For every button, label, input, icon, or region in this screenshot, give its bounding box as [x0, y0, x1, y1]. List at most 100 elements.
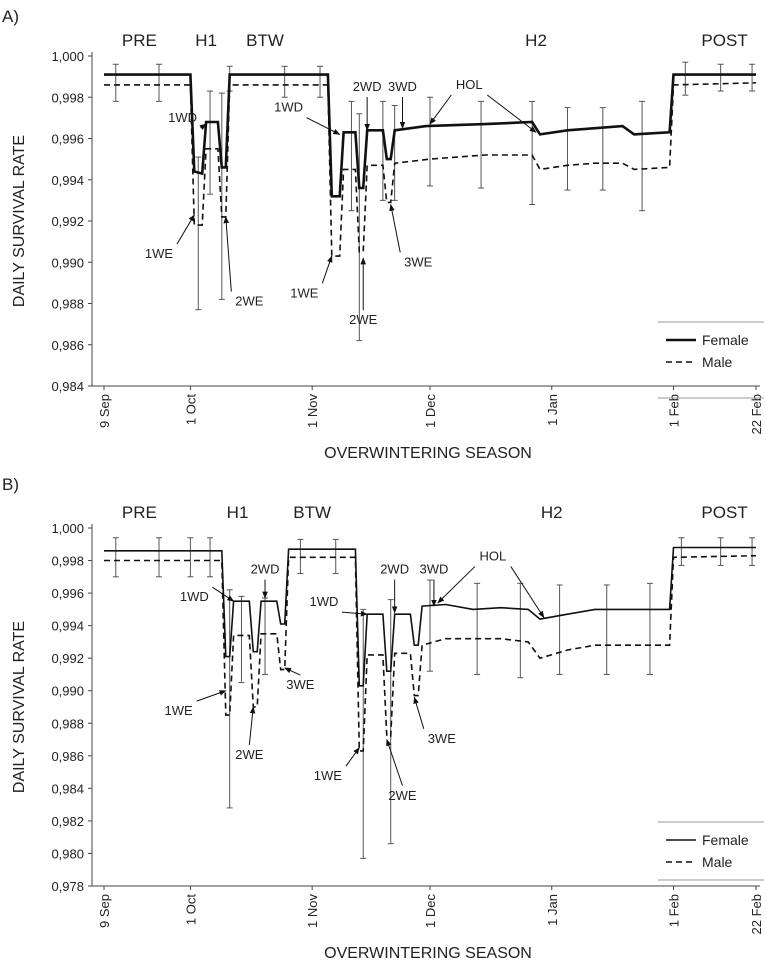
annotation-arrow [437, 566, 476, 604]
y-tick-label: 0,986 [51, 749, 84, 764]
y-tick-label: 0,994 [51, 619, 84, 634]
annotation-arrow [284, 667, 301, 676]
legend-entry: Male [702, 854, 733, 870]
annotation-arrow [212, 586, 235, 602]
x-tick-label: 1 Jan [545, 894, 560, 926]
chart-panel: A) 0,984 0,986 0,988 0,990 0,992 0,994 0,996 0,9… [2, 7, 764, 462]
annotation-label: 1WD [274, 100, 303, 115]
annotation-label: 3WE [286, 677, 315, 692]
annotation-label: 2WD [380, 562, 409, 577]
legend-entry: Female [702, 832, 749, 848]
x-tick-label: 9 Sep [97, 894, 112, 928]
y-tick-label: 0,980 [51, 846, 84, 861]
x-tick-label: 1 Jan [545, 394, 560, 426]
y-tick-label: 1,000 [51, 49, 84, 64]
annotation-arrow [413, 696, 425, 729]
period-label: H1 [227, 503, 249, 522]
annotation-label: 2WE [235, 747, 264, 762]
y-tick-label: 0,990 [51, 684, 84, 699]
y-tick-label: 0,984 [51, 781, 84, 796]
x-tick-label: 1 Oct [183, 894, 198, 925]
y-tick-label: 0,988 [51, 716, 84, 731]
x-tick-label: 1 Dec [423, 894, 438, 928]
annotation-arrow [223, 216, 232, 292]
annotation-label: HOL [456, 77, 483, 92]
annotation-arrow [199, 123, 207, 130]
y-tick-label: 0,988 [51, 297, 84, 312]
y-tick-label: 0,978 [51, 879, 84, 894]
annotation-arrow [176, 214, 195, 245]
annotation-label: 3WE [404, 254, 433, 269]
x-tick-label: 22 Feb [749, 894, 764, 934]
annotation-arrow [341, 610, 368, 617]
annotation-arrow [486, 94, 537, 133]
panel-label: B) [2, 475, 19, 494]
y-tick-label: 0,984 [51, 379, 84, 394]
x-axis-title: OVERWINTERING SEASON [324, 945, 532, 962]
annotation-label: 1WE [290, 285, 319, 300]
annotation-label: 2WE [235, 294, 264, 309]
annotation-arrow [429, 94, 452, 125]
period-label: H2 [541, 503, 563, 522]
y-axis-title: DAILY SURVIVAL RATE [11, 135, 28, 307]
y-tick-label: 0,998 [51, 90, 84, 105]
y-tick-label: 1,000 [51, 521, 84, 536]
annotation-label: 2WE [349, 312, 378, 327]
legend-entry: Female [702, 332, 749, 348]
period-label: POST [701, 31, 747, 50]
legend-entry: Male [702, 354, 733, 370]
series-line-female [104, 546, 756, 687]
x-tick-label: 22 Feb [749, 394, 764, 434]
y-tick-label: 0,996 [51, 132, 84, 147]
y-axis-title: DAILY SURVIVAL RATE [11, 621, 28, 793]
annotation-arrow [510, 566, 545, 619]
annotation-arrow [196, 690, 227, 702]
x-tick-label: 1 Nov [305, 894, 320, 928]
x-tick-label: 1 Feb [667, 894, 682, 927]
annotation-label: 2WD [251, 562, 280, 577]
annotation-label: 1WE [165, 703, 194, 718]
annotation-arrow [345, 747, 360, 767]
annotation-label: 3WD [419, 562, 448, 577]
x-tick-label: 1 Feb [667, 394, 682, 427]
y-tick-label: 0,996 [51, 586, 84, 601]
annotation-label: 1WD [180, 589, 209, 604]
period-label: H1 [195, 31, 217, 50]
period-label: H2 [525, 31, 547, 50]
y-tick-label: 0,982 [51, 814, 84, 829]
annotation-label: 3WE [428, 731, 457, 746]
annotation-label: 1WE [145, 246, 174, 261]
period-label: POST [701, 503, 747, 522]
annotation-label: HOL [479, 549, 506, 564]
x-tick-label: 1 Oct [183, 394, 198, 425]
x-tick-label: 1 Dec [423, 394, 438, 428]
x-tick-label: 1 Nov [305, 394, 320, 428]
annotation-label: 1WE [314, 768, 343, 783]
period-label: PRE [122, 31, 157, 50]
period-label: BTW [293, 503, 331, 522]
annotation-arrow [386, 738, 403, 786]
y-tick-label: 0,998 [51, 554, 84, 569]
series-line-male [104, 554, 757, 752]
series-line-female [104, 73, 756, 198]
annotation-label: 1WD [168, 110, 197, 125]
annotation-label: 2WE [388, 788, 417, 803]
annotation-label: 1WD [310, 594, 339, 609]
annotation-arrow [321, 255, 333, 284]
period-label: BTW [246, 31, 284, 50]
annotation-arrow [248, 706, 256, 746]
y-tick-label: 0,994 [51, 173, 84, 188]
series-line-male [104, 82, 757, 257]
panel-label: A) [2, 7, 19, 26]
period-label: PRE [122, 503, 157, 522]
y-tick-label: 0,992 [51, 214, 84, 229]
y-tick-label: 0,986 [51, 338, 84, 353]
y-tick-label: 0,992 [51, 651, 84, 666]
chart-panel: B) 0,978 0,980 0,982 0,984 0,986 0,988 0,990 0,9… [2, 475, 764, 962]
x-axis-title: OVERWINTERING SEASON [324, 445, 532, 462]
annotation-label: 2WD [353, 79, 382, 94]
annotation-arrow [306, 117, 341, 135]
x-tick-label: 9 Sep [97, 394, 112, 428]
y-tick-label: 0,990 [51, 255, 84, 270]
